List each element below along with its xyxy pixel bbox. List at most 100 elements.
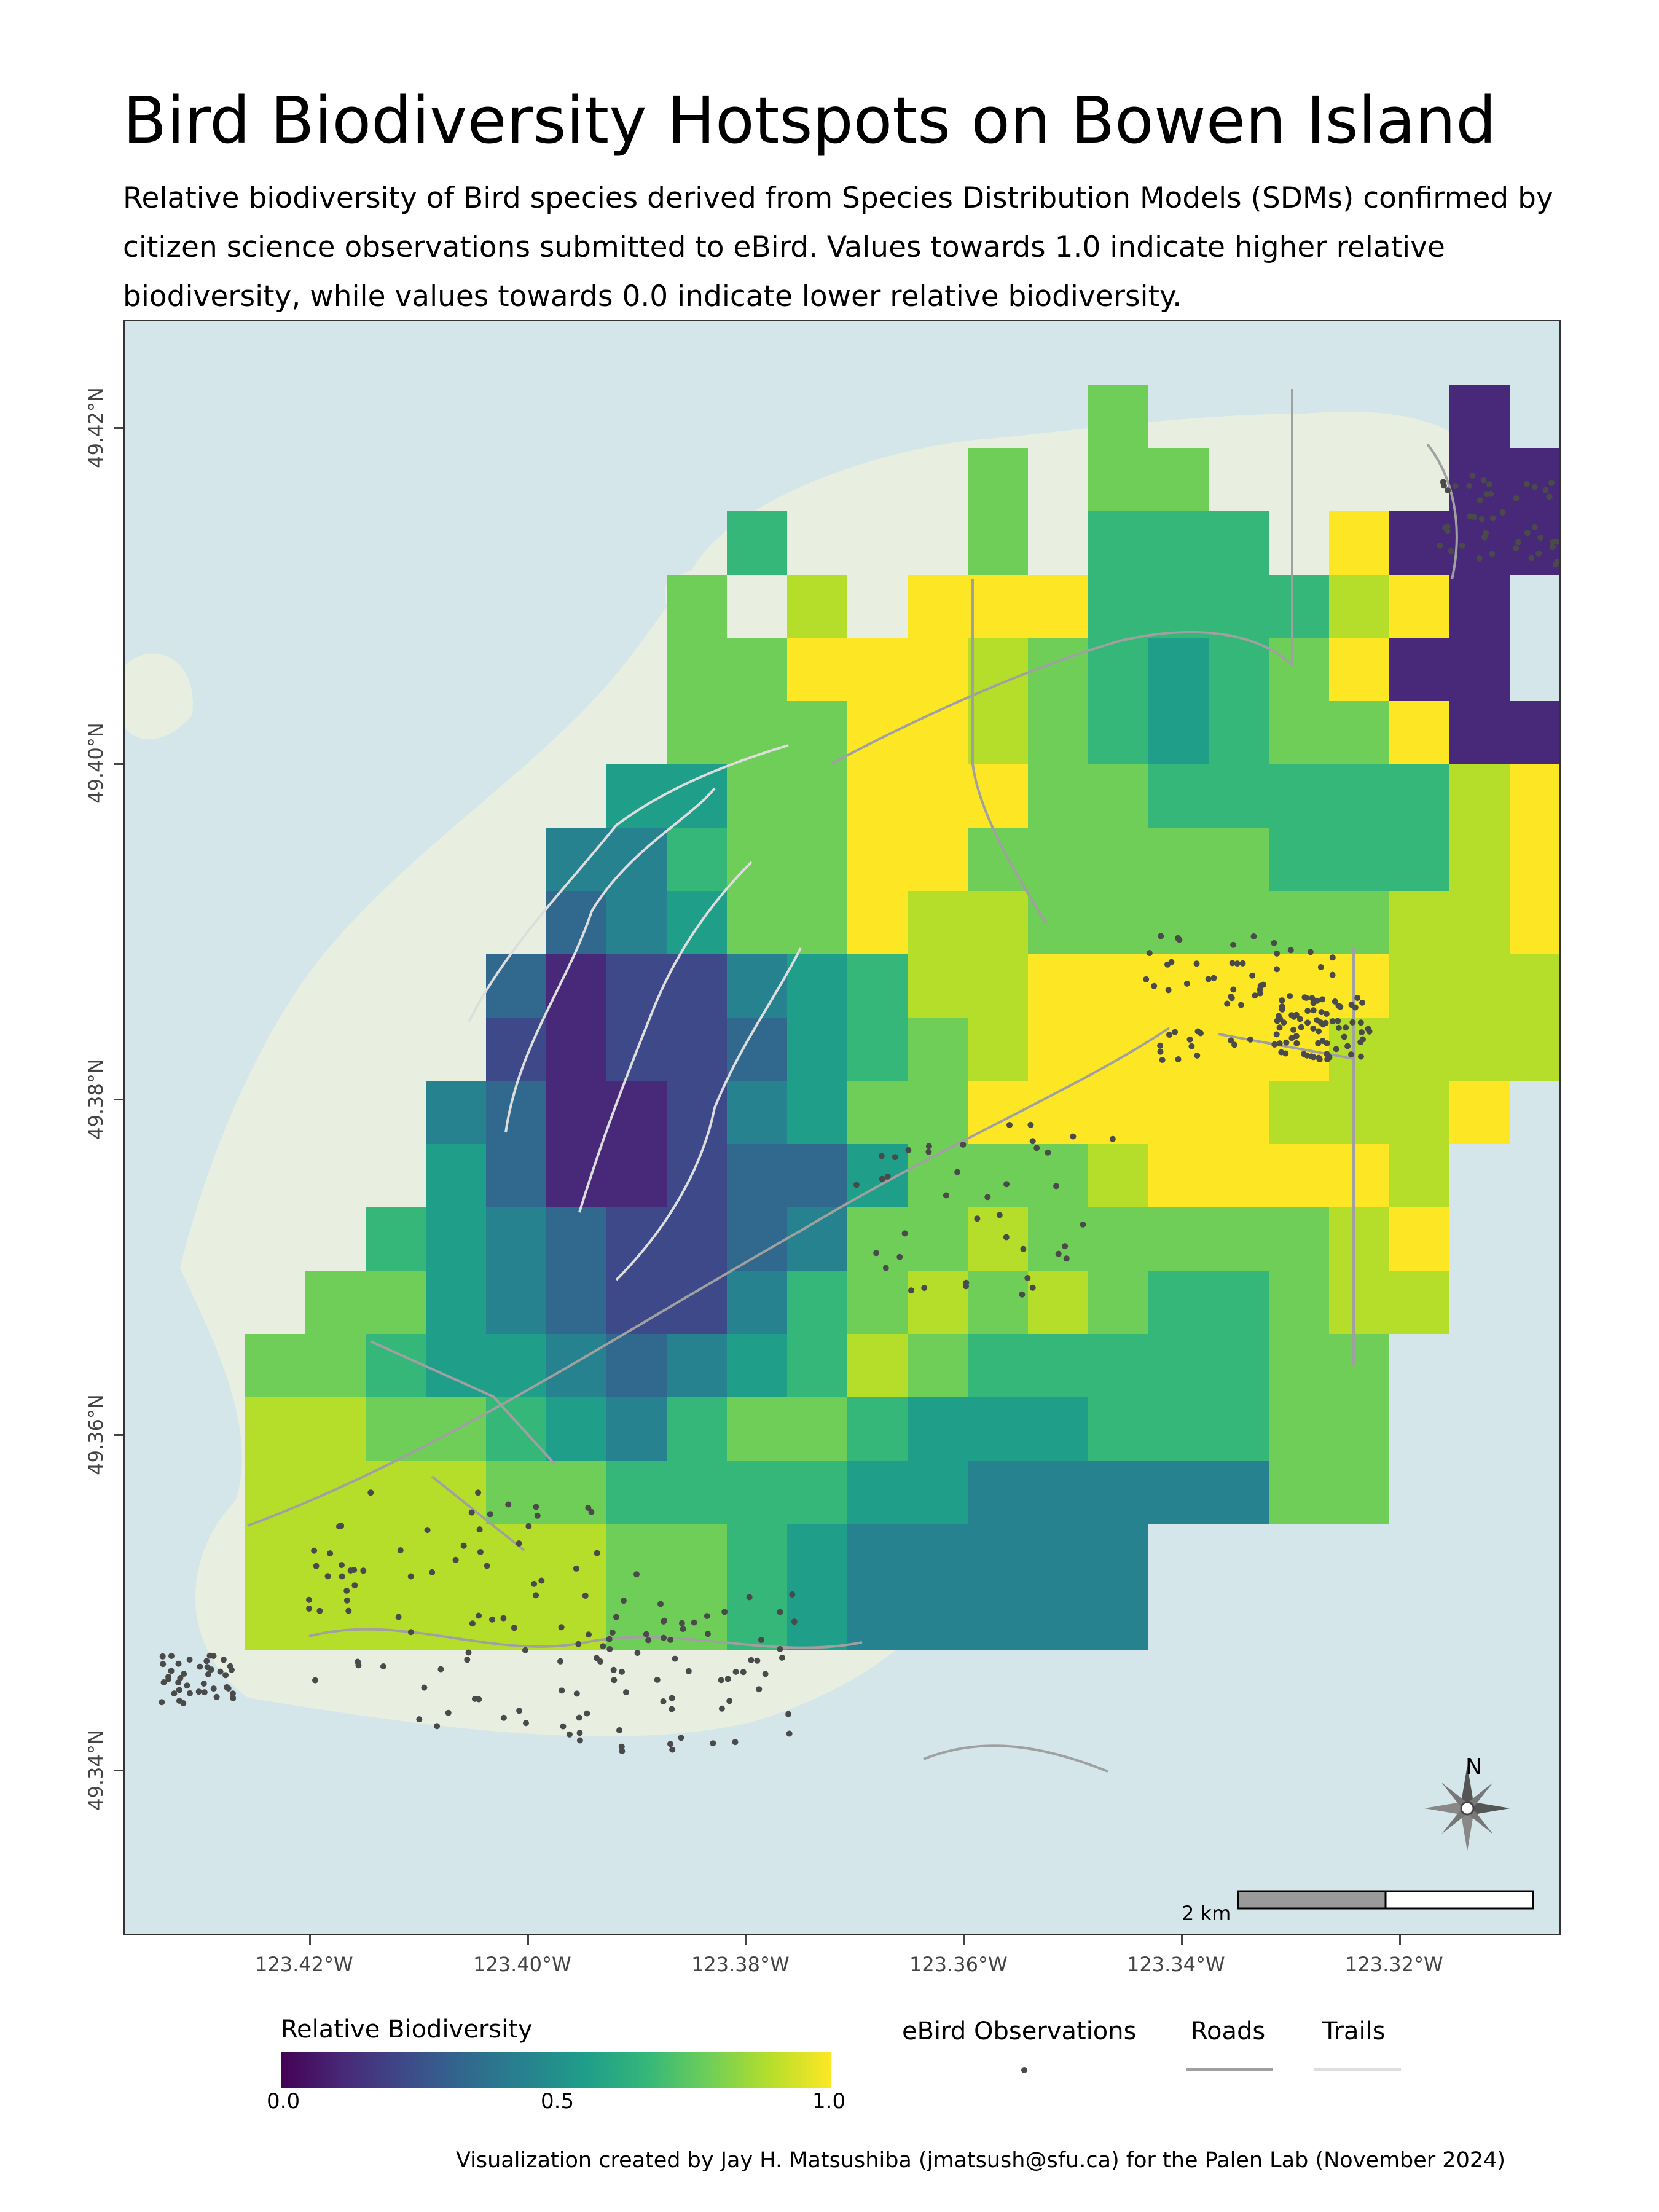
biodiversity-cell <box>667 1081 727 1144</box>
ebird-observation-point <box>1489 551 1496 557</box>
ebird-observation-point <box>1273 1031 1280 1038</box>
biodiversity-cell <box>727 954 787 1018</box>
ebird-observation-point <box>611 1677 618 1684</box>
lon-label-123-38: 123.38°W <box>691 1953 790 1976</box>
biodiversity-cell <box>847 1018 908 1081</box>
ebird-observation-point <box>1045 1149 1051 1156</box>
ebird-observation-point <box>1188 1043 1195 1049</box>
ebird-observation-point <box>1553 538 1559 545</box>
biodiversity-cell <box>1088 1334 1148 1397</box>
ebird-observation-point <box>1308 1053 1315 1060</box>
ebird-observation-point <box>705 1631 711 1637</box>
biodiversity-cell <box>787 828 847 891</box>
biodiversity-cell <box>1389 828 1449 891</box>
ebird-observation-point <box>1354 995 1361 1001</box>
biodiversity-cell <box>667 1144 727 1207</box>
biodiversity-cell <box>1269 701 1329 764</box>
ebird-observation-point <box>1440 479 1446 485</box>
biodiversity-cell <box>1329 1397 1389 1461</box>
ebird-observation-point <box>853 1182 860 1188</box>
biodiversity-cell <box>847 764 908 828</box>
ebird-observation-point <box>1483 530 1489 536</box>
ebird-observation-point <box>1337 1003 1344 1010</box>
biodiversity-cell <box>245 1334 305 1397</box>
ebird-observation-point <box>669 1746 676 1753</box>
ebird-observation-point <box>1349 1019 1356 1026</box>
ebird-observation-point <box>1175 1056 1182 1062</box>
biodiversity-cell <box>908 828 968 891</box>
road <box>1218 948 1355 1366</box>
lon-tick <box>527 1936 529 1945</box>
map-title: Bird Biodiversity Hotspots on Bowen Isla… <box>123 83 1497 158</box>
ebird-observation-point <box>1274 1018 1281 1024</box>
biodiversity-cell <box>606 1081 667 1144</box>
ebird-observation-point <box>525 1523 532 1529</box>
ebird-observation-point <box>777 1646 783 1652</box>
trail <box>578 861 753 1213</box>
scale-bar <box>1237 1890 1534 1910</box>
biodiversity-cell <box>305 1461 366 1524</box>
ebird-observation-point <box>222 1672 229 1679</box>
biodiversity-cell <box>1148 1271 1209 1334</box>
ebird-observation-point <box>1307 949 1314 955</box>
biodiversity-cell <box>1088 764 1148 828</box>
biodiversity-cell <box>1269 1207 1329 1271</box>
ebird-observation-point <box>1335 1018 1341 1024</box>
ebird-observation-point <box>229 1690 236 1697</box>
ebird-observation-point <box>1303 994 1309 1001</box>
biodiversity-cell <box>968 1271 1028 1334</box>
ebird-observation-point <box>586 1631 592 1638</box>
biodiversity-cell <box>727 638 787 701</box>
ebird-observation-point <box>1055 1250 1062 1257</box>
biodiversity-cell <box>546 1018 606 1081</box>
ebird-observation-point <box>505 1501 512 1508</box>
ebird-observation-point <box>678 1620 685 1626</box>
ebird-observation-point <box>1271 1041 1278 1048</box>
biodiversity-cell <box>1510 891 1559 954</box>
ebird-observation-point <box>1359 999 1365 1006</box>
ebird-observation-point <box>476 1526 483 1533</box>
ebird-observation-point <box>622 1689 629 1696</box>
ebird-observation-point <box>180 1700 187 1706</box>
lat-label-49-36: 49.36°N <box>84 1394 108 1475</box>
ebird-observation-point <box>1513 545 1520 552</box>
biodiversity-cell <box>1209 1334 1269 1397</box>
ebird-observation-point <box>213 1693 220 1700</box>
ebird-observation-point <box>1323 1011 1330 1017</box>
ebird-observation-point <box>464 1657 471 1663</box>
biodiversity-cell <box>667 701 727 764</box>
trail <box>615 947 802 1281</box>
biodiversity-cell <box>1329 1271 1389 1334</box>
lat-tick <box>114 1434 123 1436</box>
ebird-observation-point <box>1053 1183 1059 1190</box>
biodiversity-cell <box>606 891 667 954</box>
ebird-observation-point <box>954 1169 961 1175</box>
biodiversity-cell <box>426 1207 486 1271</box>
map-panel[interactable] <box>123 320 1561 1936</box>
ebird-observation-point <box>1319 1038 1326 1045</box>
biodiversity-cell <box>1148 764 1209 828</box>
biodiversity-cell <box>908 1018 968 1081</box>
biodiversity-cell <box>546 1081 606 1144</box>
ebird-observation-point <box>1499 509 1506 516</box>
ebird-observation-point <box>925 1148 932 1155</box>
biodiversity-cell <box>1329 764 1389 828</box>
biodiversity-cell <box>1088 1207 1148 1271</box>
ebird-observation-point <box>171 1690 178 1697</box>
ebird-observation-point <box>669 1706 675 1712</box>
ebird-observation-point <box>1320 1021 1327 1028</box>
ebird-observation-point <box>1314 997 1320 1004</box>
biodiversity-cell <box>1269 1144 1329 1207</box>
biodiversity-cell <box>847 638 908 701</box>
biodiversity-cell <box>1148 1018 1209 1081</box>
ebird-observation-point <box>312 1677 318 1684</box>
ebird-observation-point <box>360 1567 367 1574</box>
biodiversity-cell <box>787 1397 847 1461</box>
ebird-observation-point <box>1080 1221 1086 1228</box>
ebird-observation-point <box>1257 990 1263 997</box>
biodiversity-cell <box>667 1334 727 1397</box>
map-canvas[interactable] <box>125 321 1559 1934</box>
ebird-observation-point <box>452 1556 459 1563</box>
biodiversity-cell <box>787 1271 847 1334</box>
ebird-observation-point <box>1194 1052 1201 1059</box>
